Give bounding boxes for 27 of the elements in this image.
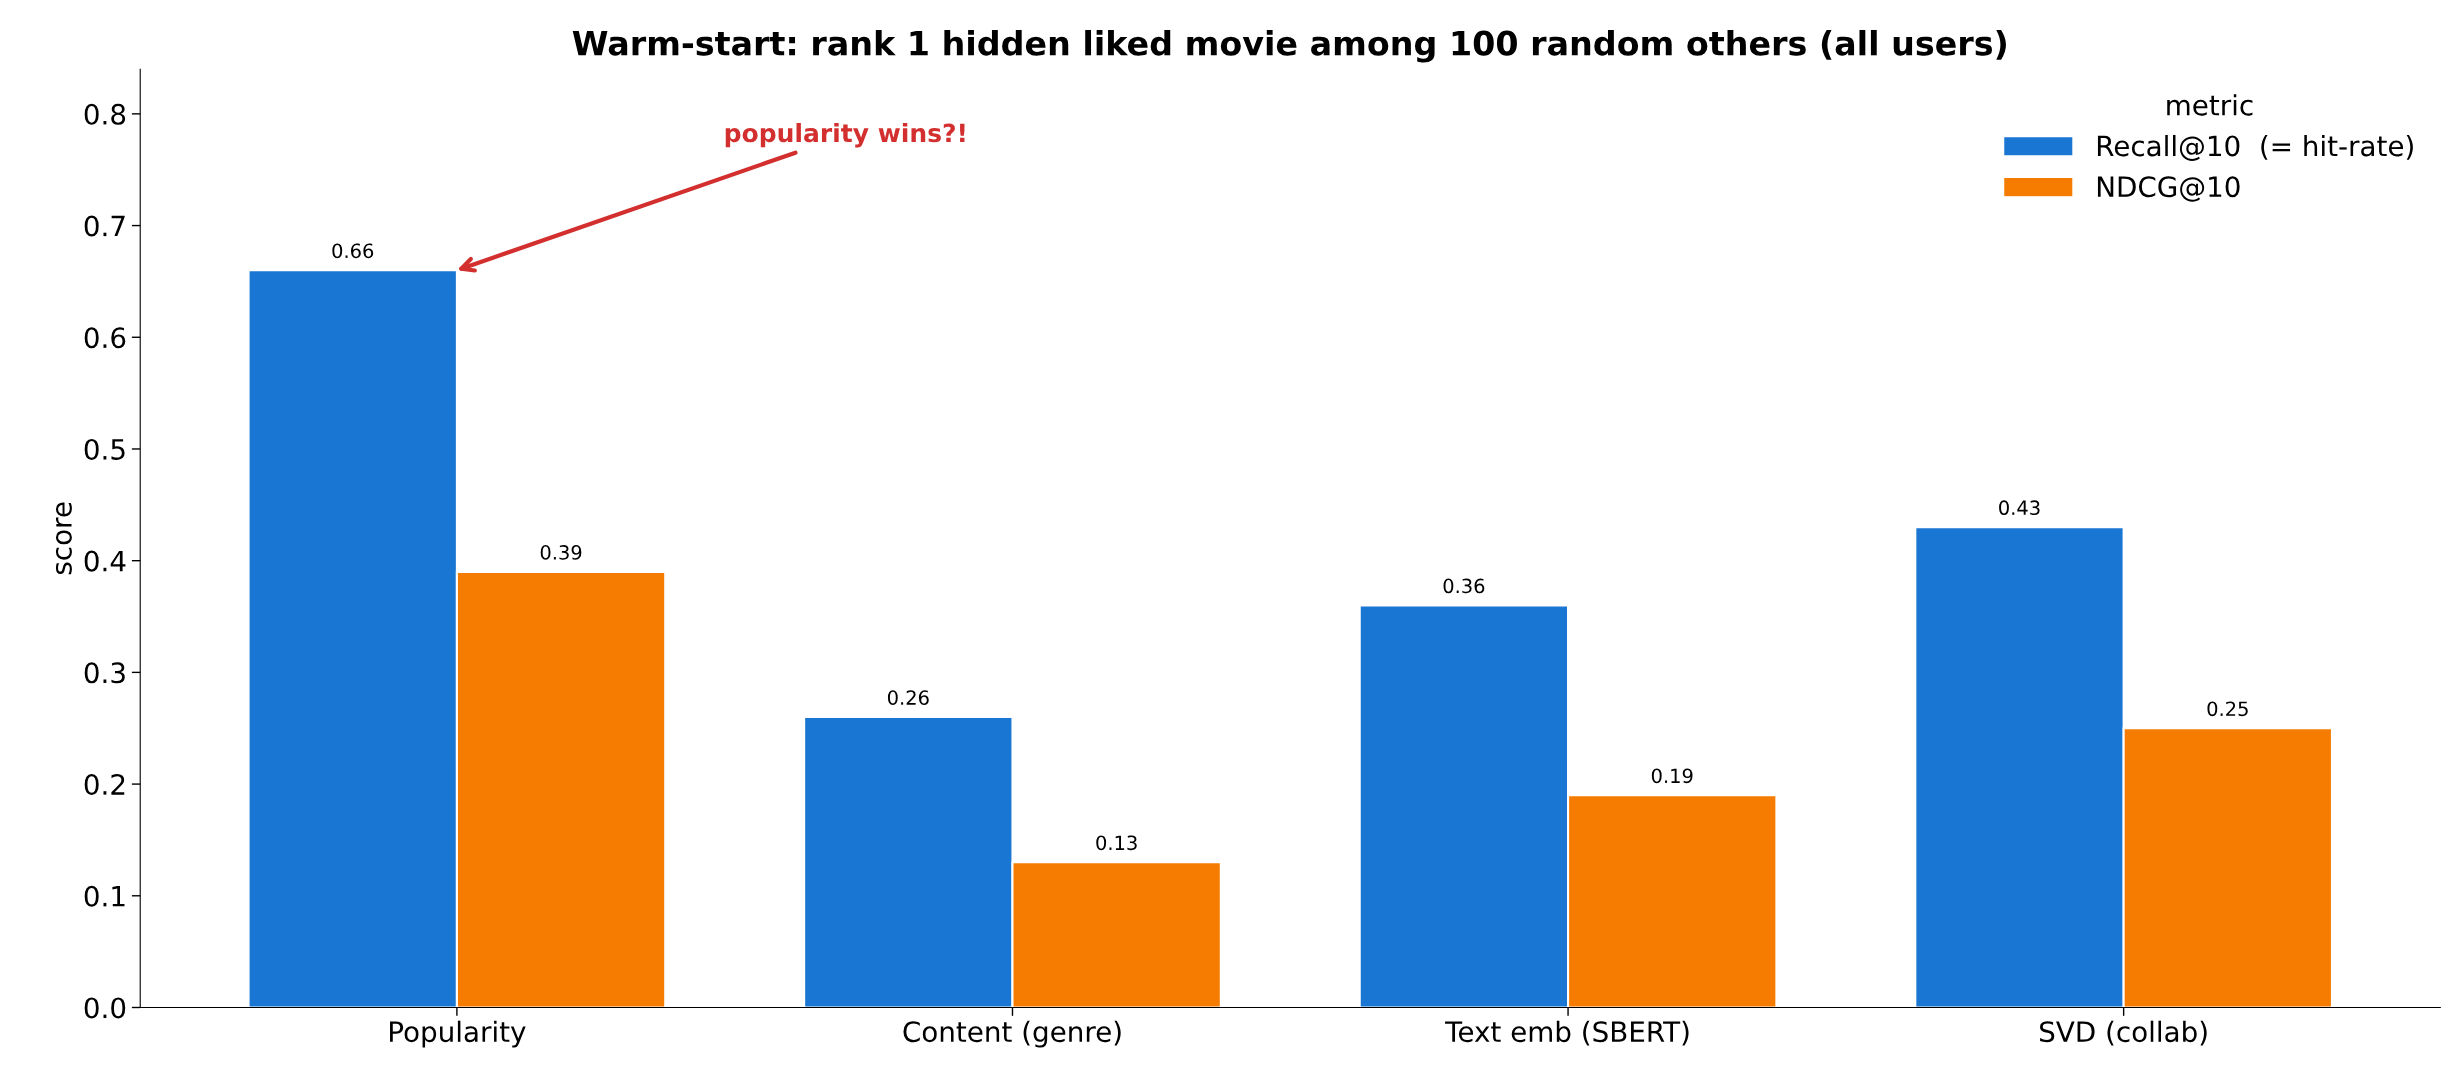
y-tick-label: 0.8 bbox=[84, 103, 126, 125]
legend-title: metric bbox=[2167, 94, 2253, 116]
y-tick-label: 0.6 bbox=[84, 327, 126, 349]
chart-title: Warm-start: rank 1 hidden liked movie among 100 random others (all users) bbox=[572, 29, 2006, 63]
y-tick-label: 0.0 bbox=[84, 997, 126, 1019]
data-label: 0.66 bbox=[332, 243, 374, 259]
y-axis-title: score bbox=[55, 502, 72, 575]
y-tick-label: 0.7 bbox=[84, 215, 125, 237]
x-tick-label: SVD (collab) bbox=[2040, 1020, 2207, 1046]
y-tick-label: 0.2 bbox=[84, 774, 125, 796]
y-tick-label: 0.4 bbox=[84, 550, 126, 572]
data-label: 0.25 bbox=[2207, 701, 2248, 717]
y-tick-label: 0.1 bbox=[84, 885, 125, 907]
data-label: 0.26 bbox=[887, 690, 929, 705]
data-label: 0.36 bbox=[1443, 578, 1485, 594]
data-label: 0.19 bbox=[1651, 768, 1693, 784]
y-tick-label: 0.5 bbox=[84, 438, 125, 460]
data-label: 0.13 bbox=[1096, 835, 1137, 851]
legend-label: Recall@10 (= hit-rate) bbox=[2097, 134, 2413, 161]
y-tick-label: 0.3 bbox=[84, 662, 125, 684]
data-label: 0.43 bbox=[1999, 500, 2040, 516]
legend-label: NDCG@10 bbox=[2097, 176, 2240, 202]
annotation: popularity wins?! bbox=[725, 122, 965, 148]
data-label: 0.39 bbox=[540, 545, 582, 560]
x-tick-label: Content (genre) bbox=[903, 1020, 1121, 1048]
x-tick-label: Text emb (SBERT) bbox=[1445, 1020, 1689, 1046]
x-tick-label: Popularity bbox=[390, 1020, 526, 1048]
